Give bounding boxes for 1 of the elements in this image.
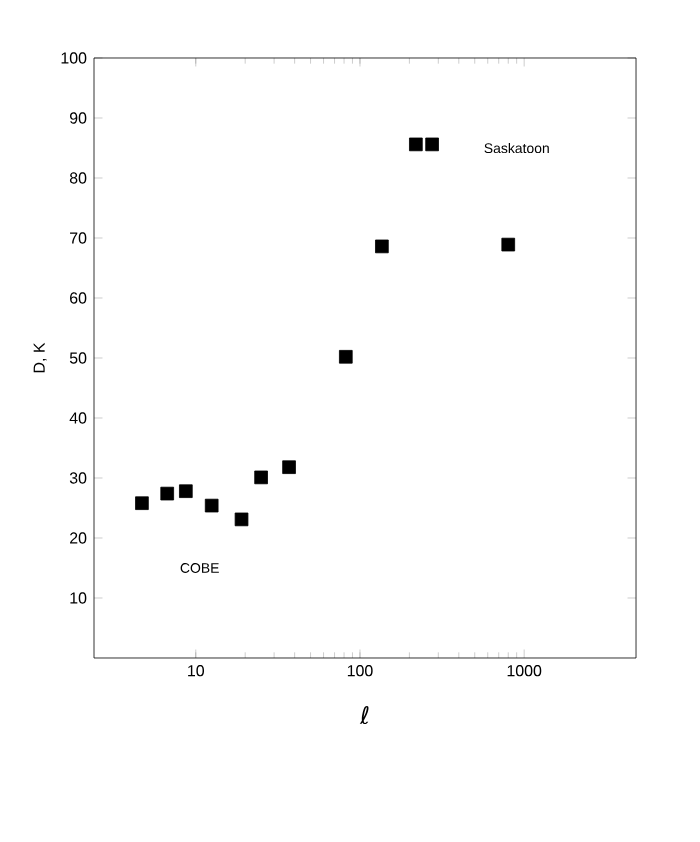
x-axis-title: ℓ [359,706,369,725]
